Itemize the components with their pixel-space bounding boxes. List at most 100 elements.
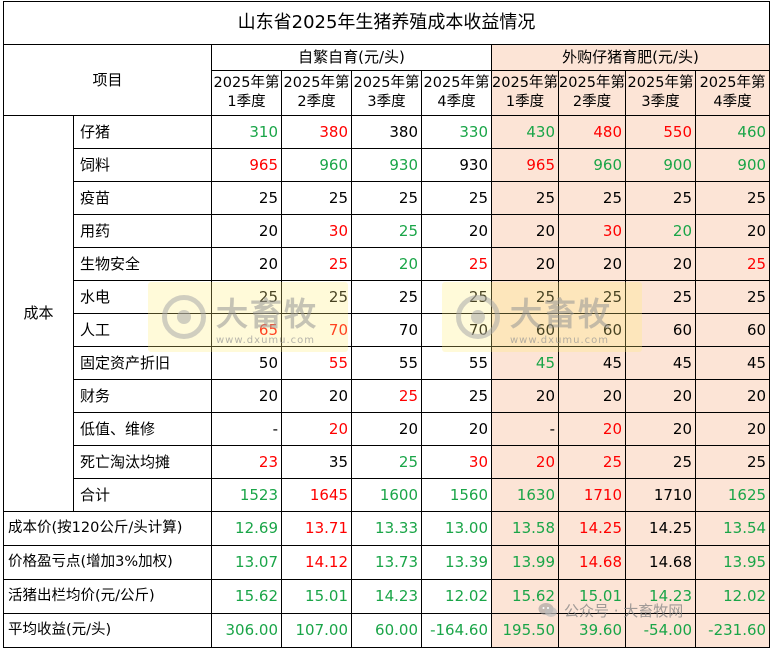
value-cell: 960: [281, 148, 352, 182]
row-label: 水电: [73, 280, 212, 314]
value-cell: 25: [625, 445, 696, 479]
value-cell: 20: [558, 379, 626, 413]
value-cell: 39.60: [558, 613, 626, 648]
value-cell: 60: [491, 313, 559, 347]
value-cell: 1645: [281, 478, 352, 512]
value-cell: 20: [491, 247, 559, 281]
value-cell: 14.25: [625, 511, 696, 546]
value-cell: 25: [558, 445, 626, 479]
value-cell: 25: [421, 181, 492, 215]
value-cell: 25: [491, 181, 559, 215]
value-cell: 1710: [558, 478, 626, 512]
value-cell: 13.00: [421, 511, 492, 546]
value-cell: 13.73: [351, 545, 422, 580]
value-cell: 20: [625, 214, 696, 248]
quarter-header: 2025年第3季度: [625, 70, 696, 116]
value-cell: 13.54: [694, 511, 771, 546]
value-cell: 20: [625, 247, 696, 281]
value-cell: 70: [421, 313, 492, 347]
value-cell: 15.62: [491, 579, 559, 614]
value-cell: 14.12: [281, 545, 352, 580]
value-cell: 1560: [421, 478, 492, 512]
value-cell: 1710: [625, 478, 696, 512]
value-cell: 14.68: [625, 545, 696, 580]
cost-category-label: 成本: [3, 115, 74, 512]
value-cell: 25: [491, 280, 559, 314]
value-cell: -: [491, 412, 559, 446]
quarter-header: 2025年第2季度: [558, 70, 626, 116]
value-cell: 70: [351, 313, 422, 347]
item-header: 项目: [3, 44, 212, 116]
value-cell: 13.71: [281, 511, 352, 546]
value-cell: 30: [421, 445, 492, 479]
value-cell: 20: [694, 379, 771, 413]
value-cell: 960: [558, 148, 626, 182]
value-cell: 965: [211, 148, 282, 182]
value-cell: 14.68: [558, 545, 626, 580]
value-cell: 45: [491, 346, 559, 380]
value-cell: 1625: [694, 478, 771, 512]
value-cell: 15.62: [211, 579, 282, 614]
value-cell: 13.99: [491, 545, 559, 580]
row-label: 合计: [73, 478, 212, 512]
row-label: 疫苗: [73, 181, 212, 215]
value-cell: 430: [491, 115, 559, 149]
value-cell: 13.33: [351, 511, 422, 546]
row-label: 生物安全: [73, 247, 212, 281]
value-cell: 20: [625, 412, 696, 446]
table-row: 死亡淘汰均摊 23 35 25 30 20 25 25 25: [4, 445, 771, 479]
value-cell: 20: [281, 379, 352, 413]
value-cell: 25: [351, 445, 422, 479]
value-cell: 20: [211, 247, 282, 281]
row-label: 死亡淘汰均摊: [73, 445, 212, 479]
value-cell: 965: [491, 148, 559, 182]
value-cell: 20: [421, 214, 492, 248]
group-header-self-breeding: 自繁自育(元/头): [211, 44, 492, 71]
value-cell: 23: [211, 445, 282, 479]
value-cell: 25: [351, 280, 422, 314]
row-label: 固定资产折旧: [73, 346, 212, 380]
value-cell: 55: [281, 346, 352, 380]
value-cell: 20: [694, 214, 771, 248]
value-cell: 25: [281, 247, 352, 281]
value-cell: 30: [558, 214, 626, 248]
summary-row: 成本价(按120公斤/头计算) 12.69 13.71 13.33 13.00 13.58…: [3, 511, 771, 546]
value-cell: 25: [694, 181, 771, 215]
value-cell: 20: [491, 445, 559, 479]
value-cell: 20: [211, 379, 282, 413]
value-cell: 60: [625, 313, 696, 347]
value-cell: 25: [694, 247, 771, 281]
value-cell: 45: [558, 346, 626, 380]
value-cell: 14.23: [351, 579, 422, 614]
value-cell: -231.60: [694, 613, 771, 648]
table-row: 固定资产折旧 50 55 55 55 45 45 45 45: [4, 346, 771, 380]
value-cell: 107.00: [281, 613, 352, 648]
value-cell: 14.23: [625, 579, 696, 614]
value-cell: 1630: [491, 478, 559, 512]
value-cell: 20: [558, 247, 626, 281]
value-cell: 306.00: [211, 613, 282, 648]
table-row: 用药 20 30 25 20 20 30 20 20: [4, 214, 771, 248]
value-cell: 20: [625, 379, 696, 413]
value-cell: 1523: [211, 478, 282, 512]
row-label: 用药: [73, 214, 212, 248]
summary-label: 价格盈亏点(增加3%加权): [3, 545, 212, 580]
value-cell: 20: [421, 412, 492, 446]
value-cell: 50: [211, 346, 282, 380]
quarter-header: 2025年第1季度: [211, 70, 282, 116]
value-cell: 13.95: [694, 545, 771, 580]
value-cell: 330: [421, 115, 492, 149]
value-cell: 35: [281, 445, 352, 479]
value-cell: 900: [694, 148, 771, 182]
value-cell: 1600: [351, 478, 422, 512]
value-cell: 13.58: [491, 511, 559, 546]
table-row: 饲料 965 960 930 930 965 960 900 900: [4, 148, 771, 182]
row-label: 仔猪: [73, 115, 212, 149]
summary-label: 成本价(按120公斤/头计算): [3, 511, 212, 546]
value-cell: 13.07: [211, 545, 282, 580]
summary-row: 价格盈亏点(增加3%加权) 13.07 14.12 13.73 13.39 13.99 14…: [3, 545, 771, 580]
value-cell: 12.69: [211, 511, 282, 546]
value-cell: 310: [211, 115, 282, 149]
value-cell: 480: [558, 115, 626, 149]
